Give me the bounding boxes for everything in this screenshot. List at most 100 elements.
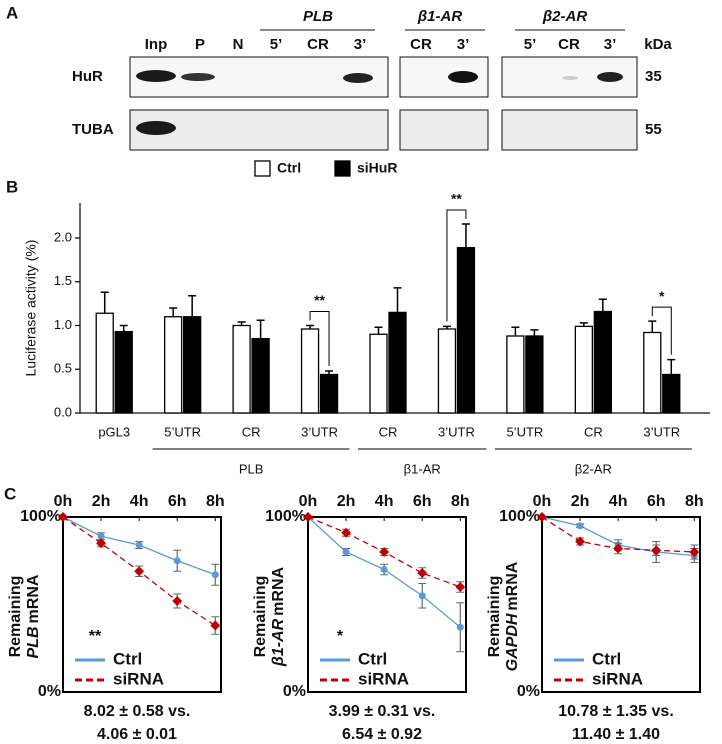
y-tick-label: 0% bbox=[283, 683, 306, 700]
y-tick-label: 0% bbox=[517, 683, 540, 700]
lane-label: 3’ bbox=[604, 36, 617, 53]
bar bbox=[437, 328, 457, 414]
y-axis-title: PLB mRNA bbox=[25, 574, 42, 658]
y-tick-label: 1.5 bbox=[54, 273, 72, 288]
group-label: β1-AR bbox=[404, 461, 441, 476]
data-point bbox=[342, 548, 350, 556]
data-point bbox=[380, 566, 388, 573]
panel-label: C bbox=[4, 484, 16, 503]
bracket bbox=[651, 306, 672, 355]
lane-label: CR bbox=[558, 36, 580, 53]
x-tick-label: 4h bbox=[130, 493, 149, 510]
lane-label: 3’ bbox=[457, 36, 470, 53]
legend-swatch bbox=[334, 160, 351, 177]
bar bbox=[183, 316, 202, 414]
blot-group: PLB bbox=[303, 8, 333, 25]
y-axis-title: GAPDH mRNA bbox=[504, 561, 521, 671]
bar bbox=[95, 312, 114, 414]
x-tick-label: 0h bbox=[533, 493, 552, 510]
x-tick-label: 0h bbox=[299, 493, 318, 510]
data-point bbox=[455, 582, 466, 592]
x-tick-label: 4h bbox=[375, 493, 394, 510]
row-label: HuR bbox=[72, 68, 103, 85]
y-axis-unit: mRNA bbox=[270, 566, 287, 615]
band bbox=[136, 70, 176, 82]
lane-label: 5’ bbox=[270, 36, 283, 53]
x-tick-label: 5’UTR bbox=[164, 424, 201, 439]
lane-label: kDa bbox=[644, 36, 672, 53]
band bbox=[181, 73, 215, 81]
x-tick-label: 6h bbox=[413, 493, 432, 510]
data-point bbox=[173, 557, 181, 565]
lane-label: CR bbox=[307, 36, 329, 53]
legend-label: siRNA bbox=[592, 669, 643, 688]
blot-group: β1-AR bbox=[417, 8, 462, 25]
y-tick-label: 100% bbox=[499, 508, 540, 525]
y-tick-label: 100% bbox=[20, 508, 61, 525]
lane-label: CR bbox=[410, 36, 432, 53]
half-life: 10.78 ± 1.35 vs. bbox=[558, 703, 674, 720]
data-point bbox=[134, 566, 145, 577]
bracket bbox=[446, 209, 467, 322]
data-point bbox=[58, 512, 68, 522]
plot-frame bbox=[541, 516, 701, 693]
bar bbox=[388, 311, 407, 414]
y-axis-unit: mRNA bbox=[504, 561, 521, 610]
bar bbox=[574, 325, 593, 414]
data-point bbox=[379, 547, 390, 557]
legend-label: siRNA bbox=[358, 669, 409, 688]
lane-label: N bbox=[233, 36, 244, 53]
half-life: 11.40 ± 1.40 bbox=[572, 726, 660, 743]
x-tick-label: 8h bbox=[206, 493, 225, 510]
y-axis-unit: mRNA bbox=[25, 574, 42, 623]
data-point bbox=[211, 571, 219, 579]
x-tick-label: CR bbox=[584, 424, 603, 439]
data-point bbox=[575, 536, 586, 547]
annotation: ** bbox=[89, 628, 102, 645]
band bbox=[343, 73, 373, 83]
half-life: 6.54 ± 0.92 bbox=[342, 726, 422, 743]
data-point bbox=[135, 541, 143, 549]
data-point bbox=[341, 527, 352, 538]
significance: * bbox=[659, 288, 665, 304]
data-point bbox=[689, 547, 700, 557]
legend-label: siRNA bbox=[113, 669, 164, 688]
y-axis-title: β1-AR mRNA bbox=[270, 566, 287, 667]
data-point bbox=[172, 596, 183, 606]
y-tick-label: 0.5 bbox=[54, 361, 72, 376]
x-tick-label: 4h bbox=[609, 493, 628, 510]
panel-label: A bbox=[6, 3, 18, 22]
blot-box bbox=[399, 109, 489, 151]
data-point bbox=[456, 623, 464, 631]
legend-label: Ctrl bbox=[358, 649, 387, 668]
y-axis-title: Remaining bbox=[7, 576, 24, 658]
half-life: 3.99 ± 0.31 vs. bbox=[329, 703, 436, 720]
y-axis-title: Remaining bbox=[252, 576, 269, 658]
x-tick-label: 2h bbox=[337, 493, 356, 510]
data-point bbox=[417, 568, 428, 578]
bracket bbox=[309, 311, 330, 366]
x-tick-label: 3’UTR bbox=[438, 424, 475, 439]
x-tick-label: 2h bbox=[571, 493, 590, 510]
data-point bbox=[537, 512, 547, 522]
y-axis-title: Remaining bbox=[486, 576, 503, 658]
bar bbox=[643, 331, 662, 414]
x-tick-label: 6h bbox=[168, 493, 187, 510]
bar bbox=[232, 324, 251, 414]
y-axis-title: Luciferase activity (%) bbox=[23, 240, 39, 377]
y-tick-label: 100% bbox=[265, 508, 306, 525]
x-tick-label: 2h bbox=[92, 493, 111, 510]
blot: PLB β1-AR β2-AR Inp P N 5’ CR 3’ CR 3’ 5… bbox=[72, 8, 672, 151]
x-tick-label: 3’UTR bbox=[301, 424, 338, 439]
blot-group: β2-AR bbox=[542, 8, 587, 25]
row-label: TUBA bbox=[72, 121, 114, 138]
x-tick-label: 6h bbox=[647, 493, 666, 510]
legend-label: Ctrl bbox=[113, 649, 142, 668]
gene-name: PLB bbox=[25, 626, 42, 658]
bar bbox=[300, 328, 320, 414]
lane-label: 5’ bbox=[524, 36, 537, 53]
bar bbox=[319, 373, 339, 414]
data-point bbox=[96, 538, 107, 549]
y-tick-label: 0.0 bbox=[54, 404, 72, 419]
